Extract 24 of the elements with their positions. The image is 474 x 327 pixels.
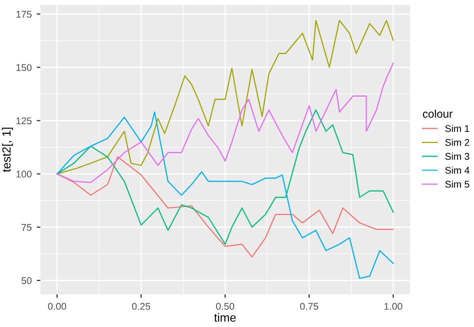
y-axis-title: test2[, 1] [2, 128, 13, 172]
legend-label: Sim 3 [445, 152, 470, 160]
y-tick-label: 150 [16, 64, 32, 71]
legend-title: colour [422, 110, 453, 118]
line-series [56, 112, 394, 279]
line-series [56, 109, 394, 245]
x-tick-label: 0.50 [216, 302, 234, 310]
legend-label: Sim 1 [445, 124, 470, 132]
y-tick-label: 100 [16, 170, 32, 178]
legend-label: Sim 4 [445, 166, 470, 174]
line-series [56, 20, 394, 174]
y-tick-label: 125 [16, 117, 32, 124]
y-tick-label: 175 [16, 10, 32, 18]
y-tick-label: 75 [22, 224, 32, 231]
y-tick-label: 50 [22, 277, 32, 284]
legend-label: Sim 5 [445, 180, 470, 188]
legend-label: Sim 2 [445, 138, 470, 146]
line-series [56, 62, 394, 183]
x-tick-label: 0.25 [132, 302, 150, 310]
x-tick-label: 1.00 [384, 302, 402, 310]
line-series [56, 156, 394, 258]
x-tick-label: 0.75 [300, 302, 318, 310]
x-tick-label: 0.00 [48, 302, 66, 310]
x-axis-title: time [214, 313, 236, 322]
